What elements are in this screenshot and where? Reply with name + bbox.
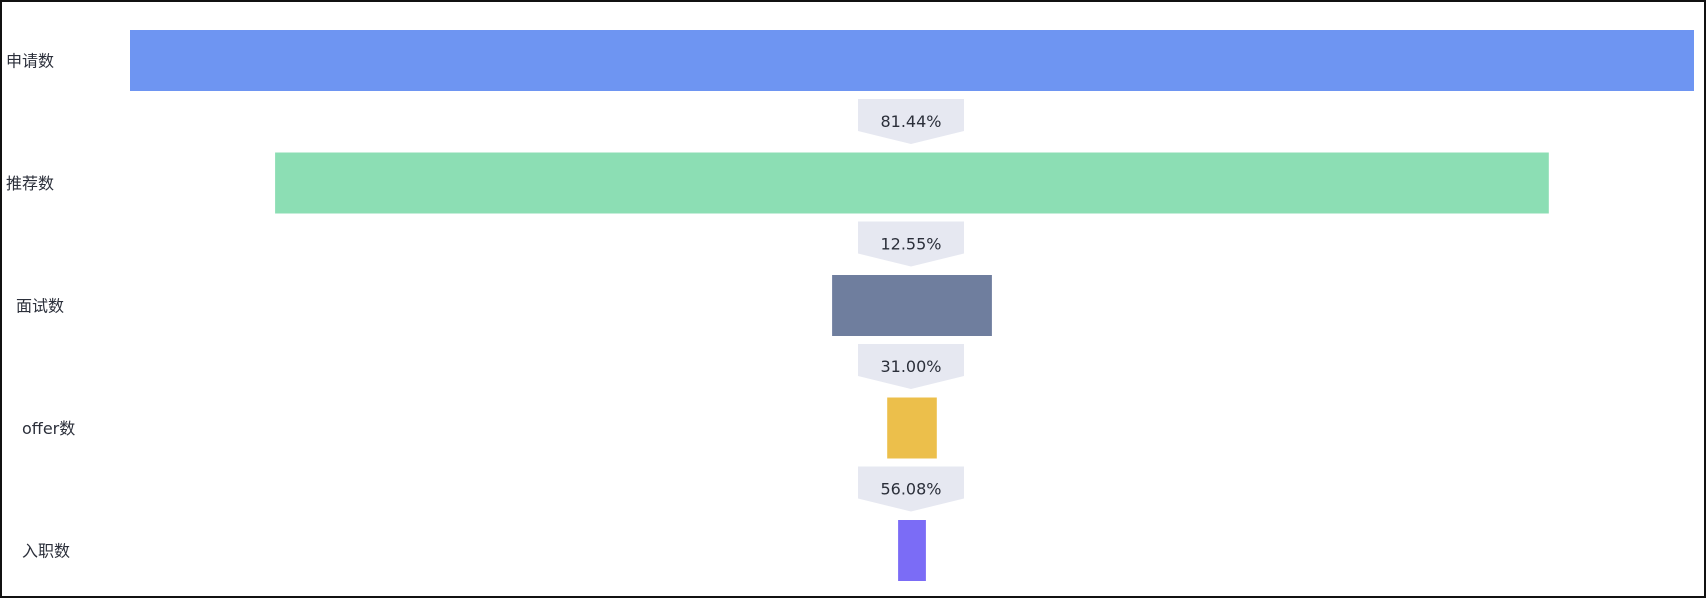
conversion-rate-label: 81.44% — [880, 112, 941, 131]
stage-label: 推荐数 — [6, 174, 54, 193]
conversion-badge — [858, 99, 964, 144]
stage-label: 申请数 — [6, 52, 54, 71]
stage-label: 面试数 — [16, 297, 64, 316]
stage-label: offer数 — [22, 419, 75, 438]
stage-label: 入职数 — [22, 542, 70, 561]
funnel-bar[interactable] — [898, 520, 926, 581]
conversion-badge — [858, 466, 964, 512]
funnel-bar[interactable] — [130, 30, 1694, 91]
conversion-rate-label: 12.55% — [880, 235, 941, 254]
conversion-rate-label: 56.08% — [880, 480, 941, 499]
conversion-rates: 81.44% 12.55% 31.00% 56.08% — [858, 99, 964, 512]
conversion-badge — [858, 221, 964, 267]
funnel-bar[interactable] — [832, 275, 992, 336]
funnel-bar[interactable] — [275, 152, 1549, 214]
conversion-rate-label: 31.00% — [880, 357, 941, 376]
conversion-badge — [858, 344, 964, 389]
funnel-bar[interactable] — [887, 397, 937, 459]
